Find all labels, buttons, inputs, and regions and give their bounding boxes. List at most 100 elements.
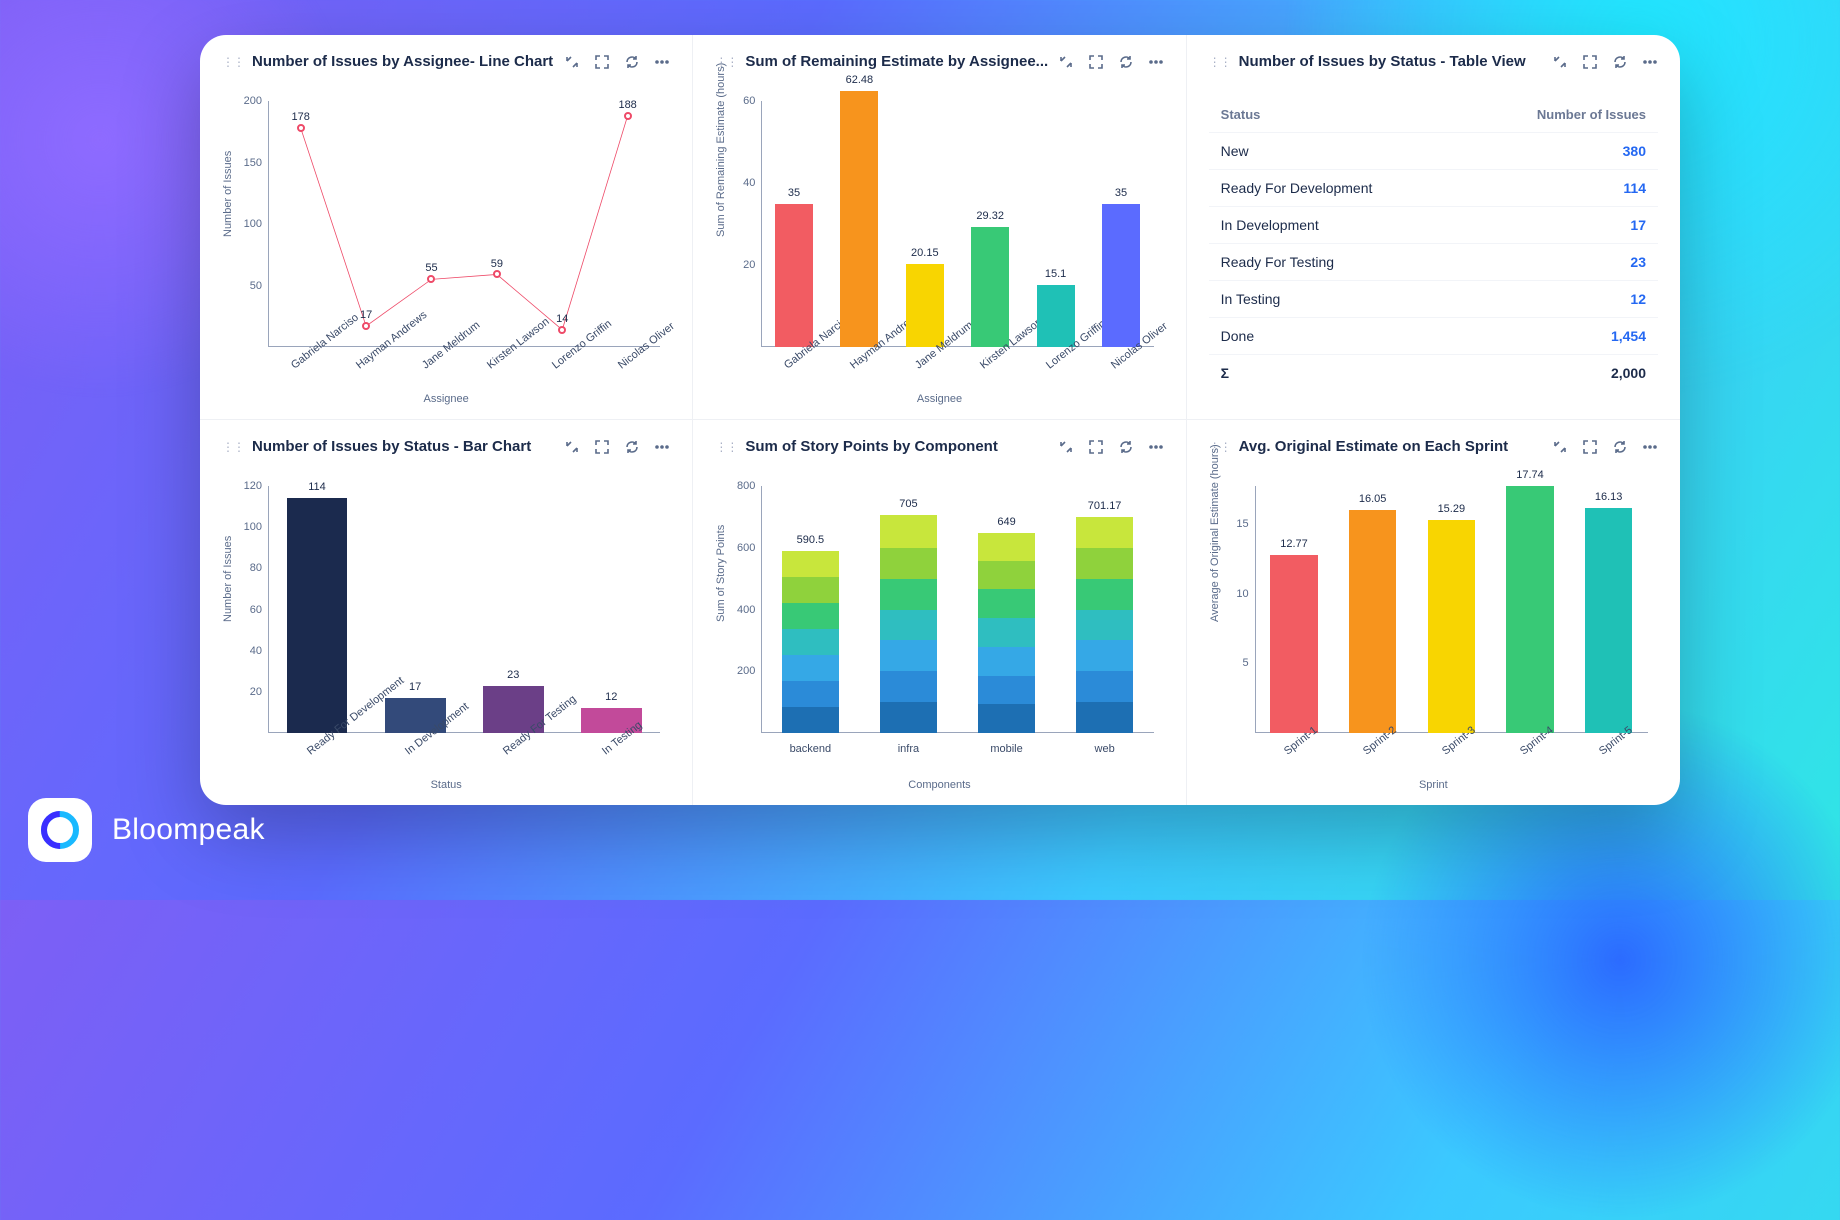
table-row[interactable]: In Development17: [1209, 206, 1658, 243]
refresh-icon[interactable]: [624, 54, 640, 70]
more-icon[interactable]: [654, 54, 670, 70]
more-icon[interactable]: [654, 439, 670, 455]
x-axis-label: Assignee: [424, 393, 469, 405]
bar[interactable]: [1585, 508, 1632, 733]
y-tick: 40: [725, 177, 755, 189]
y-tick: 10: [1219, 588, 1249, 600]
bar[interactable]: [840, 91, 878, 347]
y-tick: 20: [232, 686, 262, 698]
value-label: 16.13: [1595, 491, 1623, 503]
x-tick: backend: [790, 743, 832, 755]
maximize-icon[interactable]: [1088, 54, 1104, 70]
more-icon[interactable]: [1148, 439, 1164, 455]
more-icon[interactable]: [1642, 54, 1658, 70]
refresh-icon[interactable]: [1612, 54, 1628, 70]
stacked-bar[interactable]: [782, 551, 839, 733]
y-tick: 15: [1219, 518, 1249, 530]
bar[interactable]: [287, 498, 348, 733]
bar[interactable]: [971, 227, 1009, 347]
table-row[interactable]: Ready For Development114: [1209, 169, 1658, 206]
data-point[interactable]: [297, 124, 305, 132]
y-tick: 200: [725, 665, 755, 677]
value-label: 114: [308, 481, 326, 493]
bar[interactable]: [1102, 204, 1140, 348]
bar[interactable]: [1037, 285, 1075, 347]
x-axis-label: Status: [431, 779, 462, 791]
stacked-bar[interactable]: [1076, 517, 1133, 733]
value-label: 17.74: [1516, 469, 1544, 481]
cell-status: Ready For Testing: [1221, 254, 1486, 270]
drag-handle-icon[interactable]: ⋮⋮: [222, 440, 244, 454]
cell-count: 12: [1486, 291, 1646, 307]
maximize-icon[interactable]: [1582, 439, 1598, 455]
bar[interactable]: [906, 264, 944, 347]
bar[interactable]: [775, 204, 813, 348]
column-header-status[interactable]: Status: [1221, 107, 1486, 122]
y-tick: 20: [725, 259, 755, 271]
x-axis-label: Sprint: [1419, 779, 1448, 791]
bar[interactable]: [1428, 520, 1475, 733]
value-label: 23: [507, 669, 519, 681]
panel-actions: [564, 439, 670, 455]
stacked-bar[interactable]: [880, 515, 937, 733]
maximize-icon[interactable]: [594, 439, 610, 455]
data-point[interactable]: [362, 322, 370, 330]
data-point[interactable]: [427, 275, 435, 283]
value-label: 20.15: [911, 247, 939, 259]
stacked-bar[interactable]: [978, 533, 1035, 733]
collapse-icon[interactable]: [564, 54, 580, 70]
data-point[interactable]: [493, 270, 501, 278]
table-row[interactable]: In Testing12: [1209, 280, 1658, 317]
value-label: 701.17: [1088, 500, 1122, 512]
y-tick: 800: [725, 480, 755, 492]
table-row-total: Σ2,000: [1209, 354, 1658, 391]
value-label: 29.32: [976, 210, 1004, 222]
panel-story-points-by-component: ⋮⋮ Sum of Story Points by Component Sum …: [693, 420, 1186, 805]
cell-count: 380: [1486, 143, 1646, 159]
maximize-icon[interactable]: [1088, 439, 1104, 455]
cell-status: Done: [1221, 328, 1486, 344]
drag-handle-icon[interactable]: ⋮⋮: [1209, 55, 1231, 69]
bar[interactable]: [1349, 510, 1396, 733]
panel-title: Number of Issues by Status - Bar Chart: [252, 438, 531, 455]
more-icon[interactable]: [1642, 439, 1658, 455]
collapse-icon[interactable]: [1552, 439, 1568, 455]
value-label: 649: [997, 516, 1015, 528]
cell-status: In Development: [1221, 217, 1486, 233]
sigma-icon: Σ: [1221, 365, 1486, 381]
collapse-icon[interactable]: [1058, 54, 1074, 70]
x-tick: mobile: [990, 743, 1022, 755]
maximize-icon[interactable]: [1582, 54, 1598, 70]
panel-actions: [1058, 54, 1164, 70]
data-point[interactable]: [558, 326, 566, 334]
more-icon[interactable]: [1148, 54, 1164, 70]
value-label: 12: [605, 691, 617, 703]
bar[interactable]: [1506, 486, 1553, 733]
cell-count: 114: [1486, 180, 1646, 196]
panel-issues-by-status-table: ⋮⋮ Number of Issues by Status - Table Vi…: [1187, 35, 1680, 420]
x-tick: web: [1095, 743, 1115, 755]
brand-icon: [28, 798, 92, 862]
panel-avg-estimate-by-sprint: ⋮⋮ Avg. Original Estimate on Each Sprint…: [1187, 420, 1680, 805]
y-tick: 400: [725, 604, 755, 616]
data-point[interactable]: [624, 112, 632, 120]
column-header-count[interactable]: Number of Issues: [1486, 107, 1646, 122]
collapse-icon[interactable]: [564, 439, 580, 455]
brand-name: Bloompeak: [112, 813, 265, 847]
collapse-icon[interactable]: [1058, 439, 1074, 455]
refresh-icon[interactable]: [1118, 439, 1134, 455]
y-tick: 40: [232, 645, 262, 657]
refresh-icon[interactable]: [1612, 439, 1628, 455]
table-row[interactable]: Ready For Testing23: [1209, 243, 1658, 280]
drag-handle-icon[interactable]: ⋮⋮: [715, 440, 737, 454]
value-label: 16.05: [1359, 493, 1387, 505]
bar[interactable]: [1270, 555, 1317, 733]
table-row[interactable]: New380: [1209, 132, 1658, 169]
refresh-icon[interactable]: [624, 439, 640, 455]
table-row[interactable]: Done1,454: [1209, 317, 1658, 354]
panel-actions: [564, 54, 670, 70]
maximize-icon[interactable]: [594, 54, 610, 70]
drag-handle-icon[interactable]: ⋮⋮: [222, 55, 244, 69]
refresh-icon[interactable]: [1118, 54, 1134, 70]
collapse-icon[interactable]: [1552, 54, 1568, 70]
